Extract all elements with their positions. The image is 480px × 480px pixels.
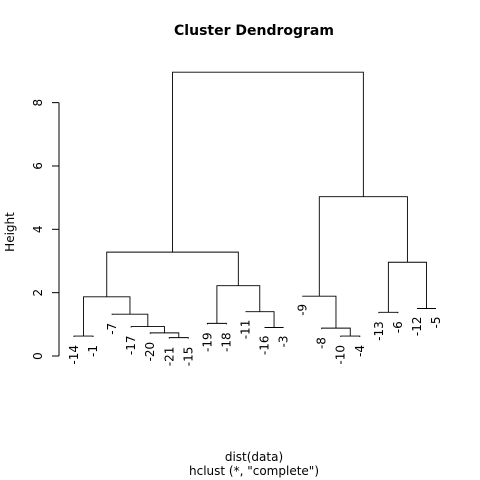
x-axis-sublabel: hclust (*, "complete") [189,464,319,478]
merge-link [168,337,189,339]
leaf-label: -12 [410,316,424,336]
x-axis-label: dist(data) [225,450,283,464]
leaf-label: -3 [277,335,291,347]
leaf-label: -19 [200,332,214,352]
merge-link [302,295,337,329]
chart-title: Cluster Dendrogram [174,23,334,39]
leaf-label: -17 [124,335,138,355]
merge-link [318,196,408,297]
merge-link [387,261,427,313]
merge-link [206,322,227,325]
leaf-label: -11 [238,320,252,340]
leaf-labels: -14 -1 -7 -17 -20 -21 -15 -19 -18 -11 -16 -3 -9 -8 -10… [67,304,443,366]
y-axis: 0 2 4 6 8 [31,99,60,360]
leaf-label: -8 [315,337,329,349]
y-tick-label: 4 [31,225,45,233]
merge-link [245,311,275,328]
leaf-label: -14 [67,345,81,365]
merge-link [378,311,399,314]
y-tick-label: 8 [31,99,45,107]
leaf-label: -20 [143,342,157,362]
leaf-label: -15 [181,347,195,367]
leaf-label: -21 [162,347,176,367]
leaf-label: -16 [258,335,272,355]
merge-link [321,327,351,337]
merge-link [111,313,149,327]
leaf-label: -4 [353,345,367,357]
y-tick-label: 2 [31,289,45,297]
merge-link [73,335,94,337]
merge-link [130,326,165,333]
merge-link [216,285,261,324]
dendrogram-tree [73,71,436,339]
leaf-label: -10 [334,345,348,365]
leaf-label: -6 [391,321,405,333]
merge-link [106,251,239,297]
leaf-label: -5 [429,316,443,328]
y-tick-label: 0 [31,352,45,360]
leaf-label: -1 [86,345,100,357]
merge-link [172,71,364,253]
merge-link [340,335,361,337]
leaf-label: -13 [372,321,386,341]
leaf-label: -9 [296,304,310,316]
leaf-label: -18 [219,332,233,352]
y-tick-label: 6 [31,162,45,170]
y-axis-label: Height [3,212,17,252]
leaf-label: -7 [105,323,119,335]
merge-link [149,332,180,338]
